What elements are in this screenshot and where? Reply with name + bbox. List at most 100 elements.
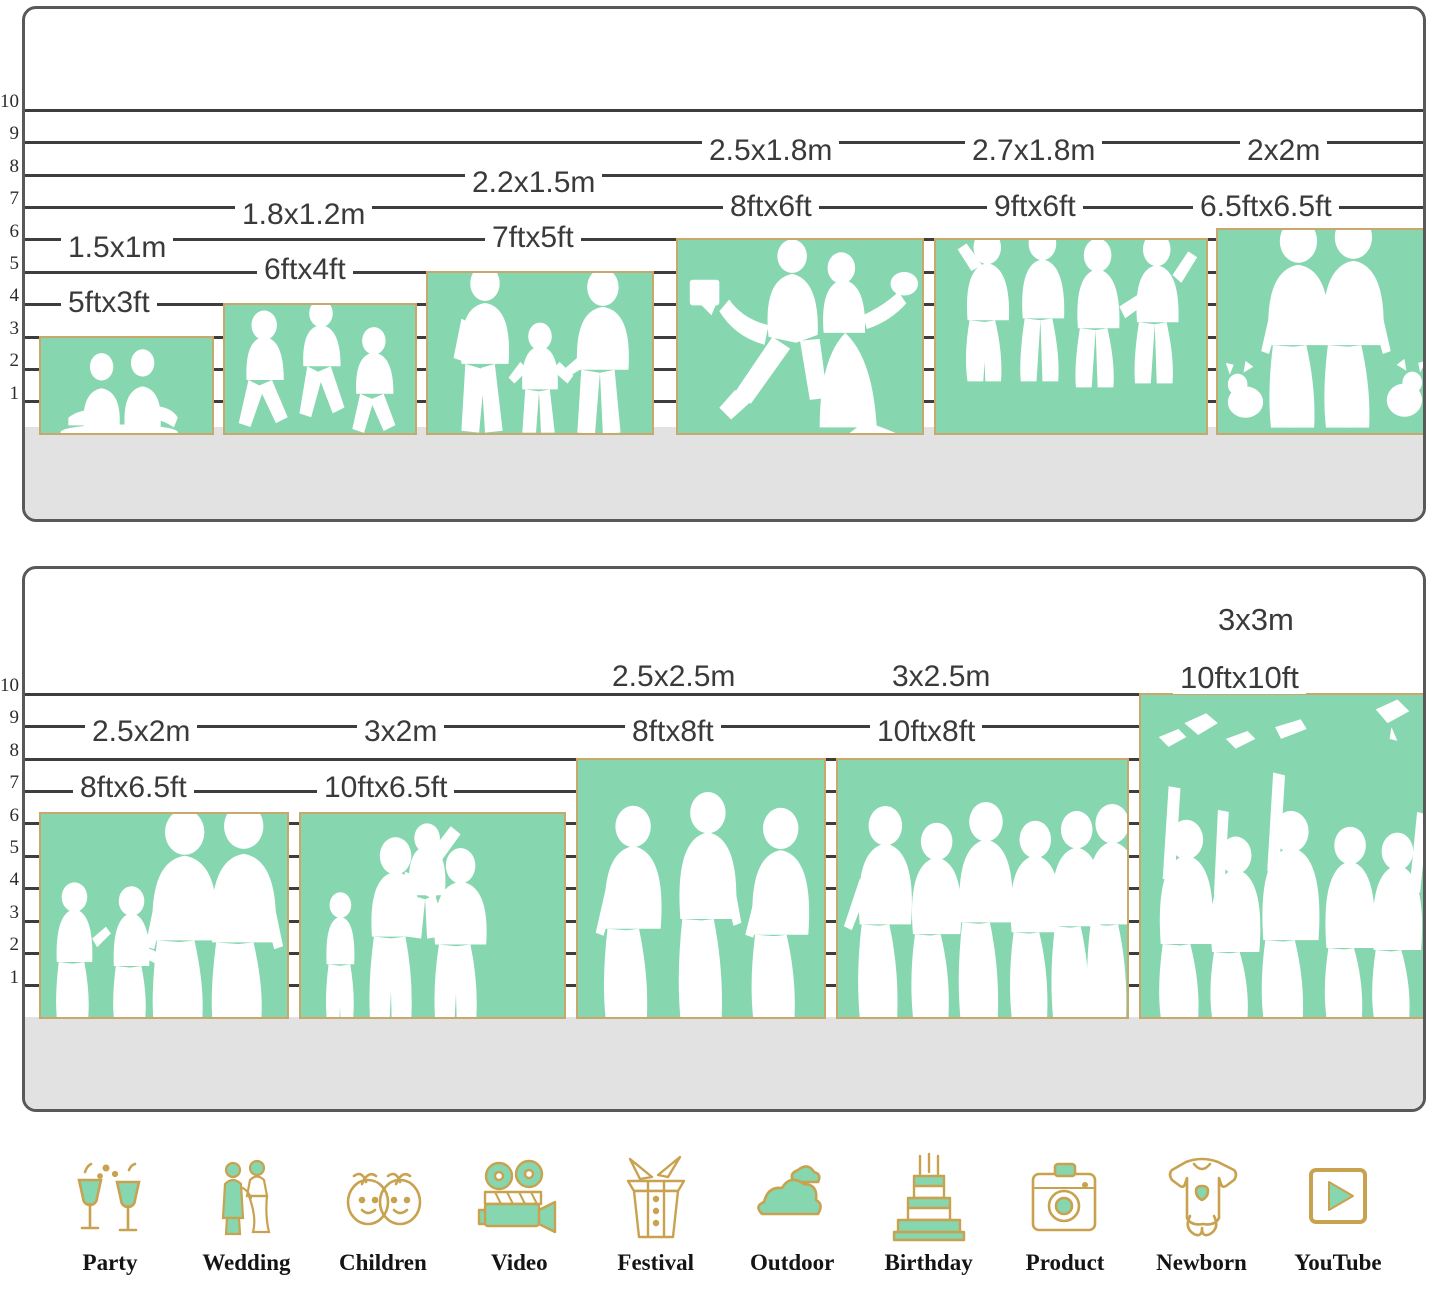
use-case-product[interactable]: Product (1007, 1150, 1123, 1276)
size-label-1-imperial: 5ftx3ft (61, 287, 157, 319)
use-case-newborn[interactable]: Newborn (1144, 1150, 1260, 1276)
cloud-tree-icon (750, 1150, 834, 1246)
size-label-11-imperial: 10ftx10ft (1173, 662, 1306, 694)
bride-groom-icon (207, 1150, 285, 1246)
use-case-children[interactable]: Children (325, 1150, 441, 1276)
ruler-mark-2-panel2: 2 (9, 934, 20, 956)
use-case-label: Party (82, 1250, 138, 1275)
ruler-mark-10-panel2: 10 (0, 675, 19, 696)
ruler-mark-5-panel2: 5 (9, 837, 20, 858)
size-label-9-metric: 2.5x2.5m (605, 661, 743, 693)
silhouette-couple-with-dogs (1225, 230, 1423, 428)
baby-onesie-icon (1160, 1150, 1244, 1246)
silhouette-graduation-crowd (1158, 699, 1423, 1017)
ruler-mark-3-panel2: 3 (9, 901, 20, 923)
backdrop-7-8ftx6.5ft (39, 812, 289, 1019)
size-label-9-imperial: 8ftx8ft (625, 716, 721, 748)
backdrop-9-8ftx8ft (576, 758, 826, 1019)
ruler-mark-6-panel2: 6 (9, 804, 20, 826)
backdrop-3-7ftx5ft (426, 271, 654, 435)
use-case-video[interactable]: Video (461, 1150, 577, 1276)
ruler-mark-2-panel1: 2 (9, 350, 20, 372)
floor-bottom (25, 1017, 1423, 1109)
backdrop-1-5ftx3ft (39, 336, 214, 435)
silhouette-family-of-four (56, 814, 284, 1017)
ruler-bottom (25, 569, 47, 1109)
size-label-6-metric: 2x2m (1240, 135, 1328, 167)
size-label-7-metric: 2.5x2m (85, 716, 198, 748)
size-label-2-imperial: 6ftx4ft (257, 254, 353, 286)
use-case-youtube[interactable]: YouTube (1280, 1150, 1396, 1276)
gridline-8ft (25, 174, 1423, 177)
size-label-10-metric: 3x2.5m (885, 661, 998, 693)
size-label-4-imperial: 8ftx6ft (723, 191, 819, 223)
size-label-6-imperial: 6.5ftx6.5ft (1193, 191, 1339, 223)
use-case-birthday[interactable]: Birthday (871, 1150, 987, 1276)
ruler-mark-5-panel1: 5 (9, 253, 20, 274)
use-case-label: Newborn (1156, 1250, 1247, 1275)
use-case-label: Wedding (202, 1250, 291, 1275)
use-case-label: Video (490, 1250, 548, 1275)
size-label-5-imperial: 9ftx6ft (987, 191, 1083, 223)
silhouette-wedding-couple (689, 240, 919, 433)
bottom-size-panel: 2.5x2m 8ftx6.5ft 3x2m 10ftx6.5ft 2.5x2.5… (22, 566, 1426, 1112)
ruler-mark-9-panel1: 9 (9, 123, 20, 145)
ruler-mark-6-panel1: 6 (9, 220, 20, 242)
use-case-label: Children (338, 1250, 427, 1275)
use-case-label: Product (1025, 1250, 1105, 1275)
silhouette-women-group (957, 240, 1198, 388)
ruler-mark-8-panel1: 8 (9, 155, 20, 177)
gridline-9ft-b (25, 725, 1423, 728)
ruler-top (25, 9, 47, 519)
use-case-label: Festival (617, 1250, 695, 1275)
size-label-4-metric: 2.5x1.8m (702, 135, 840, 167)
use-case-label: YouTube (1294, 1250, 1382, 1275)
floor-top (25, 427, 1423, 519)
size-label-10-imperial: 10ftx8ft (870, 716, 983, 748)
ruler-mark-9-panel2: 9 (9, 707, 20, 729)
ruler-mark-4-panel1: 4 (9, 285, 20, 307)
birthday-cake-icon (886, 1150, 972, 1246)
size-label-2-metric: 1.8x1.2m (235, 199, 373, 231)
backdrop-2-6ftx4ft (223, 303, 417, 435)
silhouette-family-of-three (453, 273, 629, 433)
size-label-3-metric: 2.2x1.5m (465, 167, 603, 199)
use-case-party[interactable]: Party (52, 1150, 168, 1276)
ruler-mark-3-panel1: 3 (9, 317, 20, 339)
ruler-mark-10-panel1: 10 (0, 91, 19, 112)
size-label-5-metric: 2.7x1.8m (965, 135, 1103, 167)
silhouette-children-playing (238, 305, 396, 433)
use-case-label: Birthday (884, 1250, 973, 1275)
use-case-festival[interactable]: Festival (598, 1150, 714, 1276)
champagne-toast-icon (71, 1150, 149, 1246)
use-case-wedding[interactable]: Wedding (188, 1150, 304, 1276)
backdrop-6-6.5ftx6.5ft (1216, 228, 1423, 435)
camera-icon (1025, 1150, 1105, 1246)
size-label-7-imperial: 8ftx6.5ft (73, 772, 194, 804)
silhouette-parents-lifting-child (325, 822, 487, 1017)
backdrop-5-9ftx6ft (934, 238, 1208, 435)
use-case-outdoor[interactable]: Outdoor (734, 1150, 850, 1276)
top-size-panel: 1.5x1m 5ftx3ft 1.8x1.2m 6ftx4ft 2.2x1.5m… (22, 6, 1426, 522)
size-label-11-metric: 3x3m (1211, 604, 1301, 636)
gridline-10ft-b (25, 693, 1423, 696)
backdrop-11-10ftx10ft (1139, 693, 1423, 1019)
ruler-mark-7-panel2: 7 (9, 772, 20, 794)
ruler-mark-7-panel1: 7 (9, 188, 20, 210)
ruler-mark-4-panel2: 4 (9, 869, 20, 891)
gift-box-icon (614, 1150, 698, 1246)
movie-camera-icon (473, 1150, 565, 1246)
backdrop-8-10ftx6.5ft (299, 812, 566, 1019)
ruler-mark-1-panel1: 1 (9, 382, 20, 404)
silhouette-group-of-six (843, 801, 1127, 1017)
size-label-8-imperial: 10ftx6.5ft (317, 772, 455, 804)
ruler-mark-1-panel2: 1 (9, 966, 20, 988)
two-kid-faces-icon (338, 1150, 428, 1246)
size-label-3-imperial: 7ftx5ft (485, 222, 581, 254)
size-label-8-metric: 3x2m (357, 716, 445, 748)
use-case-label: Outdoor (750, 1250, 835, 1275)
silhouette-three-adults (595, 791, 810, 1017)
ruler-mark-8-panel2: 8 (9, 739, 20, 761)
silhouette-children-reading (60, 348, 178, 433)
